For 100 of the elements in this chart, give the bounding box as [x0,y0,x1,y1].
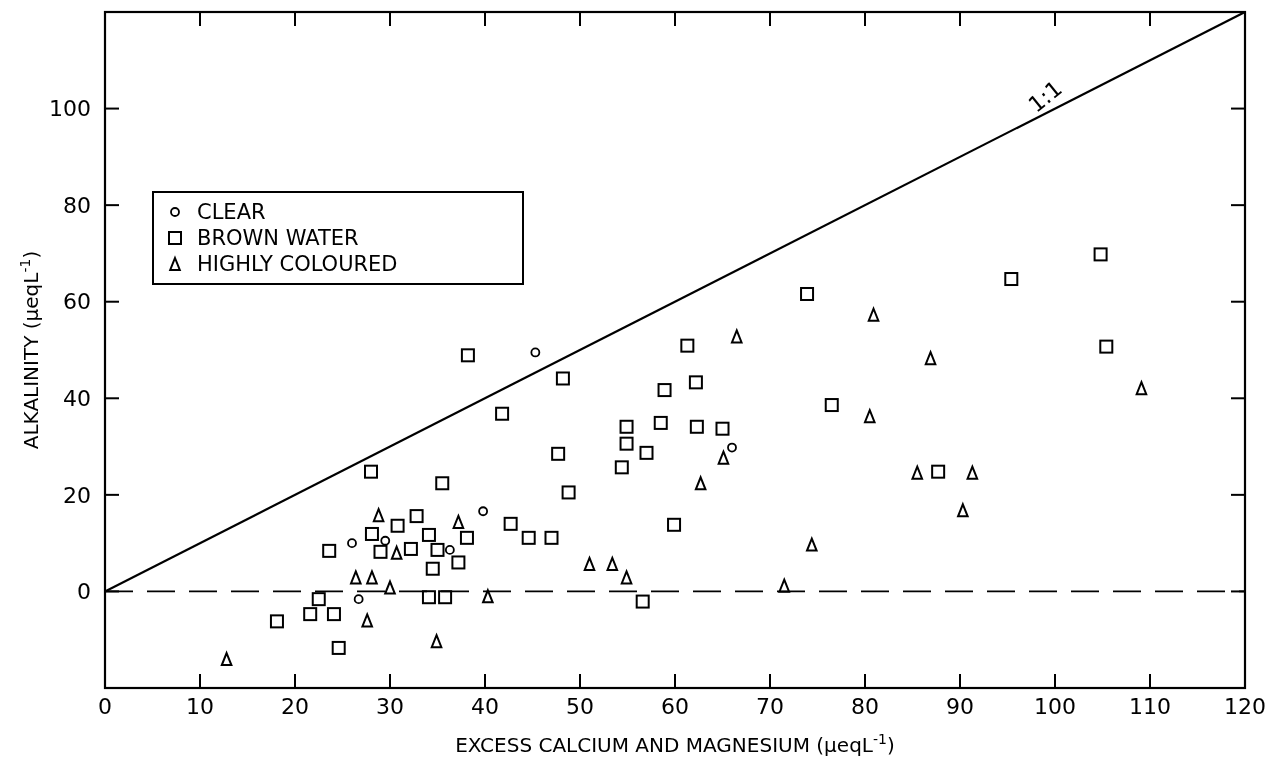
point [957,503,969,518]
point [730,329,743,344]
point [619,436,634,451]
point [1135,381,1148,396]
point [444,545,455,555]
x-tick-label: 10 [186,694,214,719]
point [460,348,475,363]
point [551,446,566,461]
point [421,527,436,542]
point [555,371,570,386]
point [727,442,737,453]
legend-label: HIGHLY COLOURED [197,252,398,277]
point [390,545,403,560]
x-tick-label: 90 [946,694,974,719]
point [606,556,619,571]
point [503,516,518,531]
point [459,530,474,545]
point [911,465,924,480]
x-tick-label: 70 [756,694,784,719]
point [619,419,634,434]
point [478,506,488,517]
point [372,508,385,523]
x-tick-label: 20 [281,694,309,719]
x-tick-label: 50 [566,694,594,719]
point [667,517,682,532]
point [452,514,465,529]
x-axis-title: EXCESS CALCIUM AND MAGNESIUM (μeqL$^{-1}$) [455,731,895,757]
point [430,634,443,649]
x-tick-label: 80 [851,694,879,719]
x-tick-label: 100 [1034,694,1076,719]
point [438,590,453,605]
point [544,530,559,545]
point [390,518,405,533]
point [331,640,346,655]
point [1099,339,1114,354]
point [425,561,440,576]
point [778,578,791,593]
point [384,580,396,595]
point [530,347,541,358]
point [380,535,391,546]
point [583,556,596,571]
point [322,543,337,558]
point [430,542,445,557]
point [561,485,576,500]
point [409,509,424,524]
point [373,544,388,559]
point [924,351,937,366]
annotation: 1:1 [1023,75,1067,118]
point [353,594,364,605]
point [863,409,876,424]
legend-label: BROWN WATER [197,226,359,251]
point [867,307,880,322]
x-tick-label: 110 [1129,694,1171,719]
legend-label: CLEAR [197,200,266,225]
y-tick-label: 60 [63,289,91,315]
point [717,450,730,465]
point [347,538,357,549]
point [653,415,668,430]
point [361,613,373,628]
point [403,541,418,556]
point [220,652,233,667]
point [931,464,946,479]
point [614,460,629,475]
point [269,614,284,629]
point [495,406,510,421]
y-tick-label: 0 [77,579,91,605]
x-tick-label: 30 [376,694,404,719]
point [620,570,633,585]
point [1093,247,1108,262]
point [364,464,378,479]
point [482,589,494,604]
point [421,590,436,605]
y-tick-label: 80 [63,192,91,218]
point [689,419,704,434]
point [350,570,362,585]
point [824,398,839,413]
point [694,476,707,491]
point [715,421,730,436]
point [680,338,695,353]
x-tick-label: 40 [471,694,499,719]
point [966,465,979,480]
point [364,526,379,541]
y-tick-label: 40 [63,385,91,411]
point [806,537,818,552]
point [635,594,650,609]
point [688,375,703,390]
point [435,476,450,491]
point [311,592,326,607]
point [639,445,654,460]
x-tick-label: 0 [98,694,112,719]
y-tick-label: 20 [63,482,91,508]
point [326,607,341,622]
point [303,607,318,622]
point [1004,272,1019,287]
x-tick-label: 60 [661,694,689,719]
point [800,286,815,301]
x-tick-label: 120 [1224,694,1266,719]
point [657,383,672,398]
point [366,570,378,585]
point [521,530,536,545]
